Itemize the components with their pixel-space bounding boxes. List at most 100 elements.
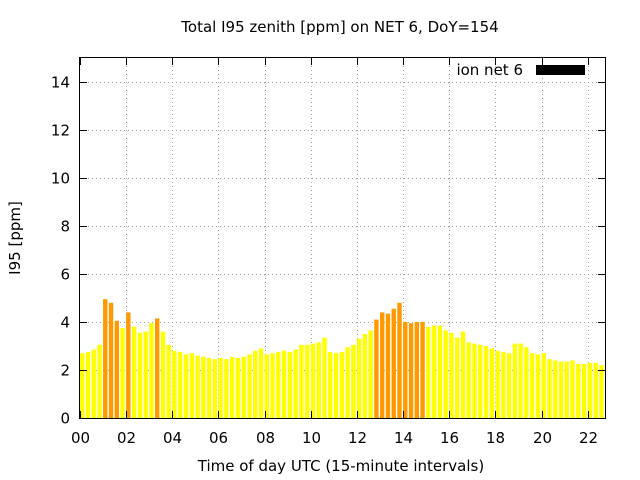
bar bbox=[501, 352, 506, 418]
bar bbox=[316, 342, 321, 418]
bar bbox=[137, 332, 143, 418]
y-axis-label: I95 [ppm] bbox=[6, 201, 24, 275]
bar bbox=[368, 330, 373, 418]
bar bbox=[103, 299, 108, 418]
bar bbox=[108, 302, 114, 418]
bar bbox=[483, 346, 489, 418]
bar bbox=[541, 353, 546, 418]
bar bbox=[489, 348, 494, 418]
bar bbox=[576, 364, 581, 418]
bar bbox=[564, 361, 569, 418]
bar bbox=[80, 353, 85, 418]
bar bbox=[299, 344, 304, 418]
bar bbox=[155, 318, 160, 418]
x-tick-label: 10 bbox=[302, 429, 321, 447]
bar bbox=[414, 322, 419, 418]
bar bbox=[535, 354, 541, 418]
bar bbox=[426, 326, 431, 418]
bar bbox=[143, 331, 148, 418]
bar bbox=[478, 344, 483, 418]
bar bbox=[212, 359, 218, 418]
bar bbox=[351, 344, 356, 418]
bar bbox=[253, 350, 258, 418]
bar bbox=[581, 364, 587, 418]
bar bbox=[305, 344, 310, 418]
bar bbox=[328, 352, 333, 418]
bar bbox=[512, 343, 518, 418]
bar bbox=[460, 331, 466, 418]
y-tick-label: 4 bbox=[60, 314, 70, 332]
y-tick-label: 10 bbox=[51, 170, 70, 188]
bar bbox=[172, 350, 177, 418]
bar bbox=[385, 313, 391, 418]
bar bbox=[524, 347, 529, 418]
bar bbox=[356, 338, 362, 418]
legend-label: ion net 6 bbox=[456, 61, 523, 79]
plot-frame bbox=[79, 57, 606, 419]
bar bbox=[195, 355, 200, 418]
bar bbox=[206, 358, 212, 418]
bar bbox=[322, 337, 327, 418]
bar bbox=[270, 353, 275, 418]
bar bbox=[437, 325, 443, 418]
bars bbox=[80, 299, 604, 418]
x-tick-label: 18 bbox=[486, 429, 505, 447]
x-tick-labels: 00 02 04 06 08 10 12 14 16 18 20 22 bbox=[71, 429, 598, 447]
bar bbox=[160, 331, 166, 418]
bar bbox=[362, 334, 368, 418]
bar bbox=[281, 350, 287, 418]
bar bbox=[380, 312, 385, 418]
x-tick-label: 22 bbox=[579, 429, 598, 447]
bar bbox=[293, 349, 298, 418]
bar bbox=[593, 362, 598, 418]
x-tick-label: 12 bbox=[348, 429, 367, 447]
bar bbox=[397, 302, 402, 418]
x-tick-label: 08 bbox=[256, 429, 275, 447]
bar bbox=[126, 312, 131, 418]
y-tick-label: 12 bbox=[51, 122, 70, 140]
x-tick-label: 16 bbox=[440, 429, 459, 447]
x-tick-label: 20 bbox=[533, 429, 552, 447]
bar bbox=[506, 353, 512, 418]
y-tick-label: 8 bbox=[60, 218, 70, 236]
bar bbox=[374, 319, 379, 418]
y-tick-label: 0 bbox=[60, 410, 70, 428]
bar bbox=[310, 343, 316, 418]
bar bbox=[224, 359, 229, 418]
bar bbox=[495, 350, 500, 418]
bar bbox=[530, 353, 535, 418]
bar bbox=[131, 326, 137, 418]
bar bbox=[247, 354, 252, 418]
x-tick-label: 06 bbox=[209, 429, 228, 447]
bar bbox=[264, 354, 269, 418]
bar bbox=[466, 342, 471, 418]
x-tick-label: 14 bbox=[394, 429, 413, 447]
bar bbox=[403, 322, 408, 418]
bar bbox=[547, 359, 552, 418]
bar bbox=[518, 343, 523, 418]
bar bbox=[287, 352, 293, 418]
bar bbox=[558, 361, 564, 418]
bar bbox=[420, 322, 425, 418]
bar bbox=[449, 332, 454, 418]
bar bbox=[85, 352, 91, 418]
bar bbox=[166, 344, 171, 418]
y-tick-labels: 0 2 4 6 8 10 12 14 bbox=[51, 74, 70, 428]
bar bbox=[201, 356, 206, 418]
legend-swatch bbox=[536, 65, 585, 75]
bar bbox=[91, 349, 96, 418]
bar bbox=[276, 352, 281, 418]
bar bbox=[178, 352, 183, 418]
x-tick-label: 00 bbox=[71, 429, 90, 447]
bar bbox=[553, 360, 558, 418]
y-tick-label: 14 bbox=[51, 74, 70, 92]
bar bbox=[120, 328, 125, 418]
bar bbox=[258, 348, 264, 418]
bar bbox=[587, 362, 593, 418]
bar bbox=[97, 344, 102, 418]
tick-marks bbox=[80, 58, 605, 419]
bar bbox=[114, 320, 119, 418]
bar bbox=[570, 360, 575, 418]
bar bbox=[183, 354, 189, 418]
